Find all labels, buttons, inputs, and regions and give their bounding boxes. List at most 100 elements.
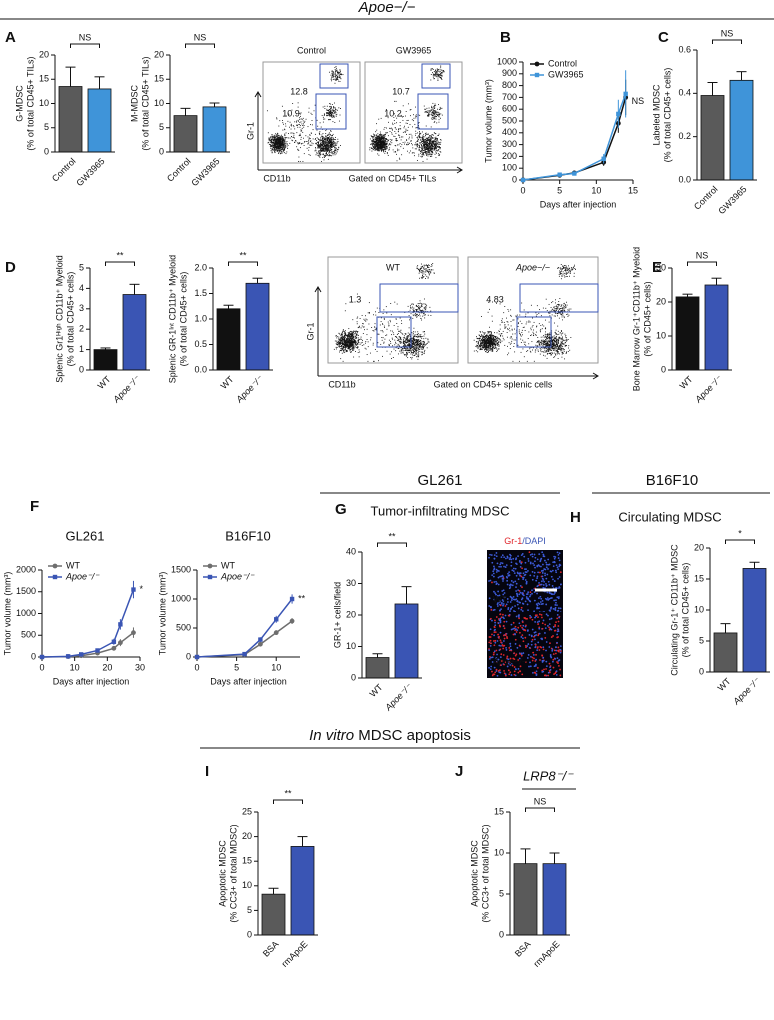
- flow-dot: [335, 79, 336, 80]
- flow-dot: [298, 120, 299, 121]
- flow-dot: [390, 341, 391, 342]
- flow-dot: [319, 133, 320, 134]
- flow-dot: [293, 137, 294, 138]
- flow-dot: [390, 320, 391, 321]
- flow-dot: [419, 310, 420, 311]
- y-tick-label: 10: [154, 98, 164, 108]
- flow-dot: [326, 109, 327, 110]
- flow-dot: [331, 73, 332, 74]
- flow-dot: [372, 141, 373, 142]
- flow-dot: [321, 139, 322, 140]
- flow-dot: [335, 145, 336, 146]
- flow-dot: [404, 344, 405, 345]
- flow-dot: [333, 106, 334, 107]
- marker: [274, 630, 279, 635]
- flow-dot: [321, 146, 322, 147]
- flow-dot: [323, 154, 324, 155]
- flow-dot: [428, 156, 429, 157]
- flow-dot: [422, 146, 423, 147]
- flow-dot: [329, 111, 330, 112]
- y-tick-label: 5: [44, 122, 49, 132]
- bar: [59, 87, 82, 152]
- flow-dot: [335, 111, 336, 112]
- flow-dot: [426, 307, 427, 308]
- flow-dot: [396, 343, 397, 344]
- flow-dot: [366, 349, 367, 350]
- flow-dot: [433, 138, 434, 139]
- flow-dot: [413, 348, 414, 349]
- flow-dot: [337, 77, 338, 78]
- flow-dot: [384, 319, 385, 320]
- flow-dot: [384, 140, 385, 141]
- flow-dot: [357, 318, 358, 319]
- flow-dot: [440, 113, 441, 114]
- flow-dot: [398, 348, 399, 349]
- flow-dot: [413, 339, 414, 340]
- flow-dot: [433, 115, 434, 116]
- y-tick-label: 10: [346, 641, 356, 651]
- flow-dot: [277, 144, 278, 145]
- flow-dot: [353, 350, 354, 351]
- flow-dot: [412, 126, 413, 127]
- flow-dot: [277, 136, 278, 137]
- flow-dot: [340, 145, 341, 146]
- flow-dot: [421, 277, 422, 278]
- significance: NS: [194, 32, 207, 42]
- flow-dot: [421, 351, 422, 352]
- flow-dot: [398, 131, 399, 132]
- x-tick-label: 10: [591, 185, 601, 195]
- flow-dot: [400, 146, 401, 147]
- flow-dot: [430, 137, 431, 138]
- flow-dot: [331, 115, 332, 116]
- flow-dot: [407, 354, 408, 355]
- flow-dot: [430, 154, 431, 155]
- flow-dot: [360, 344, 361, 345]
- flow-dot: [304, 153, 305, 154]
- flow-dot: [381, 145, 382, 146]
- flow-dot: [348, 348, 349, 349]
- flow-dot: [425, 268, 426, 269]
- flow-dot: [288, 137, 289, 138]
- flow-dot: [419, 306, 420, 307]
- flow-dot: [401, 323, 402, 324]
- flow-dot: [325, 137, 326, 138]
- flow-dot: [320, 149, 321, 150]
- flow-dot: [417, 265, 418, 266]
- flow-dot: [403, 346, 404, 347]
- flow-dot: [408, 348, 409, 349]
- y-tick-label: 25: [242, 806, 252, 816]
- flow-dot: [388, 145, 389, 146]
- flow-dot: [323, 122, 324, 123]
- flow-dot: [395, 145, 396, 146]
- flow-dot: [413, 328, 414, 329]
- flow-dot: [385, 148, 386, 149]
- y-tick-label: 20: [656, 296, 666, 306]
- flow-dot: [406, 339, 407, 340]
- flow-dot: [372, 137, 373, 138]
- flow-dot: [386, 313, 387, 314]
- flow-dot: [284, 129, 285, 130]
- flow-dot: [391, 358, 392, 359]
- flow-dot: [322, 133, 323, 134]
- flow-dot: [438, 142, 439, 143]
- y-tick-label: 10: [242, 880, 252, 890]
- flow-dot: [333, 141, 334, 142]
- flow-dot: [394, 302, 395, 303]
- flow-dot: [433, 117, 434, 118]
- flow-dot: [352, 344, 353, 345]
- flow-dot: [285, 146, 286, 147]
- flow-dot: [316, 144, 317, 145]
- flow-dot: [442, 73, 443, 74]
- flow-dot: [435, 137, 436, 138]
- flow-dot: [421, 303, 422, 304]
- flow-dot: [407, 341, 408, 342]
- flow-dot: [336, 153, 337, 154]
- flow-dot: [420, 268, 421, 269]
- flow-dot: [400, 332, 401, 333]
- flow-dot: [329, 150, 330, 151]
- flow-dot: [282, 150, 283, 151]
- flow-title: Control: [297, 45, 326, 55]
- flow-dot: [277, 139, 278, 140]
- flow-dot: [435, 75, 436, 76]
- flow-dot: [437, 71, 438, 72]
